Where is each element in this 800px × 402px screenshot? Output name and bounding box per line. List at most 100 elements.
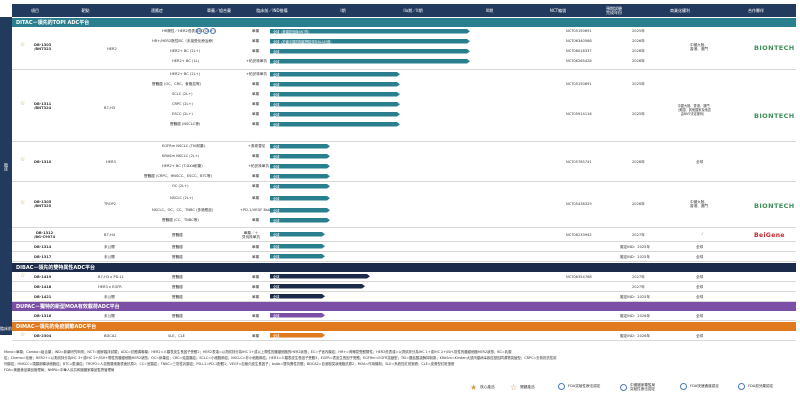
table-row: DB-1312 /BG-C9074 B7-H4 實體瘤 單藥／＋ 貝伐珠單抗 全… [12, 228, 796, 242]
target: 未公開 [104, 314, 115, 318]
indication: ESCC (2L+) [172, 112, 193, 116]
indication: 實體瘤 (NSCLC等) [170, 122, 201, 126]
pipeline-bar: 全球 [270, 102, 400, 107]
indication: HR陽性／HER2低表達BC (2L+) [162, 29, 215, 33]
pipeline-bar: 全球 [270, 122, 400, 127]
indication: 實體瘤 [172, 285, 183, 289]
product-name: DB-1305 /BNT325 [34, 200, 52, 208]
regimen: 單藥 [252, 122, 260, 126]
product-name: DB-1317 [34, 255, 52, 259]
nmpa-breakthrough-icon [203, 28, 209, 34]
fda-fast-track-icon [210, 28, 216, 34]
indication: SLE、CLE [168, 334, 185, 338]
pipeline-bar: 全球 [270, 49, 470, 54]
pipeline-bar: 全球 [270, 184, 330, 189]
regimen: 單藥 [252, 174, 260, 178]
year: 2025年 [632, 112, 645, 116]
indication: 實體瘤 (CC、TNBC等) [162, 218, 199, 222]
pipeline-bar: 全球 [270, 82, 400, 87]
year: 2026年 [632, 39, 645, 43]
indication: 實體瘤 [172, 233, 183, 237]
regimen: 單藥 [252, 112, 260, 116]
pipeline-bar: 全球 [270, 274, 370, 279]
table-row: ☆ DB-1419 B7-H3 x PD-L1 實體瘤 單藥 全球 NCT063… [12, 272, 796, 282]
legend-fda-ft: FDA快速通道認定 [680, 383, 719, 390]
legend-key: ☆ 關鍵產品 [510, 383, 535, 392]
product-name: DB-1303 /BNT323 [34, 43, 52, 51]
indication: 實體瘤 (CRPC、HNSCC、ESCC、BTC等) [144, 174, 213, 178]
section-dimac: DIMAC－領先的免疫調節ADC平台 [12, 322, 796, 331]
regimen: 單藥 [252, 39, 260, 43]
pipeline-bar: 全球 [270, 154, 330, 159]
legend-cn-bt: 中國國家藥監局 突破性療法認定 [620, 383, 655, 391]
pipeline-bar: 全球 [270, 333, 325, 338]
year: 2027年 [632, 275, 645, 279]
col-phase1: I期 [340, 7, 346, 13]
beigene-logo: BeiGene [754, 232, 785, 239]
year: 2027年 [632, 285, 645, 289]
col-nct: NCT編號 [549, 7, 567, 13]
year: 2026年 [632, 59, 645, 63]
regimen: 單藥 [252, 92, 260, 96]
legend-core-label: 核心產品 [480, 385, 495, 389]
core-star-icon: ★ [470, 383, 478, 392]
regimen: +帕妥珠單抗 [246, 59, 267, 63]
nct-id: NCT05914116 [566, 112, 592, 116]
table-row: DB-1316 未公開 實體瘤 單藥 全球 擬定IND：2026年 全球 [12, 311, 796, 321]
pipeline-bar: 全球 [270, 92, 400, 97]
year: 2025年 [632, 29, 645, 33]
table-row: ☆ DB-1311 /BNT324 B7-H3 HER2+ BC (2L+) 實… [12, 70, 796, 142]
table-row: DB-1421 未公開 實體瘤 單藥 全球 擬定IND：2025年 全球 [12, 292, 796, 302]
product-name: DB-1312 /BG-C9074 [34, 231, 56, 239]
pipeline-bar: 全球 [270, 294, 325, 299]
legend-key-label: 關鍵產品 [520, 385, 535, 389]
nct-id: NCT06265428 [566, 59, 592, 63]
legend-fda-bt: FDA突破性療法認定 [558, 383, 600, 390]
key-product-star-icon: ☆ [20, 272, 26, 279]
col-phase2: IIa期／II期 [403, 7, 423, 13]
legend-fda-od: FDA孤兒藥認定 [738, 383, 773, 390]
indication: HER2+ BC (T-DXd耐藥) [162, 164, 203, 168]
product-name: DB-1314 [34, 245, 52, 249]
target: TROP2 [104, 202, 116, 206]
table-row: ☆ DB-2304 BDCA2 SLE、CLE 單藥 全球 擬定IND：2026… [12, 331, 796, 341]
nct-id: NCT06340568 [566, 39, 592, 43]
col-phase3: III期 [485, 7, 494, 13]
indication: HER2+ BC (2L+) [170, 49, 201, 53]
regimen: 單藥 [252, 29, 260, 33]
pipeline-bar: 全球 [270, 254, 325, 259]
footnote-line: 癌；Chemo=化療；HER2+=以測試評分為IHC 3+或IHC 2+/ISH… [4, 356, 557, 360]
biontech-logo: BIONTECH [754, 44, 795, 52]
phase-sidebar: 臨床 臨床前 [0, 17, 12, 335]
nct-id: NCT06018337 [566, 49, 592, 53]
col-regimen: 單藥／組合藥 [207, 7, 231, 13]
commercial-rights: 全球 [696, 314, 704, 318]
col-year: 預期試驗 完成年份 [606, 5, 622, 15]
section-dibac: DIBAC－領先的雙特異性ADC平台 [12, 263, 796, 272]
product-name: DB-2304 [34, 334, 52, 338]
legend-core: ★ 核心產品 [470, 383, 495, 392]
target: HER2 [107, 47, 117, 51]
rights-dash: ⁄ [702, 232, 703, 236]
nmpa-breakthrough-icon [620, 383, 627, 391]
pipeline-bar: 全球 [270, 164, 330, 169]
target: 未公開 [104, 295, 115, 299]
commercial-rights: 全球 [696, 334, 704, 338]
year: 2026年 [632, 49, 645, 53]
key-product-star-icon: ☆ [20, 331, 26, 338]
legend-fda-ft-label: FDA快速通道認定 [690, 384, 719, 388]
col-project: 項目 [31, 7, 39, 13]
footnote-line: Mono=單藥；Combo=組合藥；IND=新藥研究申請；NCT=國家臨床試驗；… [4, 350, 512, 354]
nct-id: NCT05150691 [566, 29, 592, 33]
core-product-star-icon: ☆ [20, 199, 26, 206]
commercial-rights: 全球 [696, 295, 704, 299]
nct-id: NCT06354768 [566, 275, 592, 279]
indication: HER2+ BC (2L+) [170, 72, 201, 76]
product-name: DB-1310 [34, 160, 52, 164]
pipeline-bar: 全球 [270, 218, 330, 223]
pipeline-bar: 全球 [270, 196, 330, 201]
table-row: ☆ DB-1305 /BNT325 TROP2 OC (2L+) NSCLC (… [12, 182, 796, 228]
year: 2026年 [632, 160, 645, 164]
target: B7-H3 x PD-L1 [98, 275, 124, 279]
product-name: DB-1418 [34, 285, 52, 289]
